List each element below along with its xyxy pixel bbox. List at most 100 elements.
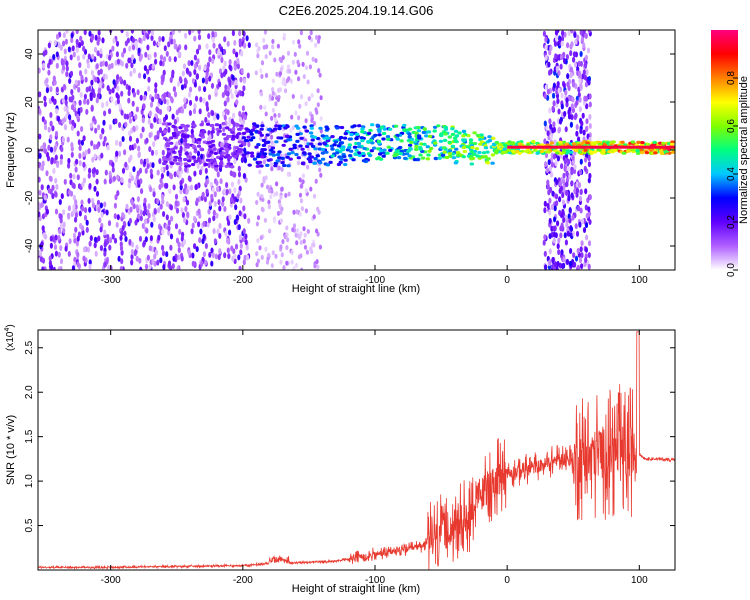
spectrogram-cell: [38, 152, 42, 159]
spectrogram-cell: [563, 158, 568, 165]
spectrogram-cell: [131, 100, 135, 107]
spectrogram-cell: [274, 124, 279, 128]
spectrogram-cell: [185, 67, 189, 74]
spectrogram-cell: [636, 140, 641, 144]
spectrogram-cell: [265, 44, 269, 50]
spectrogram-cell: [212, 228, 216, 235]
spectrogram-cell: [162, 130, 168, 134]
spectrogram-cell: [577, 92, 581, 98]
spectrogram-cell: [256, 155, 261, 159]
spectrogram-cell: [269, 161, 273, 167]
spectrogram-cell: [416, 129, 422, 133]
spectrogram-cell: [131, 37, 135, 43]
spectrogram-cell: [284, 134, 290, 138]
spectrogram-cell: [49, 120, 53, 127]
spectrogram-cell: [294, 110, 298, 116]
spectrogram-cell: [330, 135, 335, 139]
spectrogram-cell: [144, 263, 149, 270]
x-tick-label: -300: [101, 575, 121, 586]
spectrogram-cell: [199, 147, 204, 151]
spectrogram-cell: [235, 51, 239, 58]
spectrogram-cell: [571, 214, 575, 221]
spectrogram-cell: [556, 155, 561, 162]
spectrogram-cell: [583, 62, 588, 68]
spectrogram-cell: [347, 146, 352, 150]
spectrogram-cell: [88, 259, 92, 266]
spectrogram-cell: [67, 46, 71, 53]
spectrogram-cell: [84, 207, 88, 214]
spectrogram-cell: [49, 112, 53, 118]
spectrogram-cell: [582, 129, 586, 136]
spectrogram-cell: [113, 213, 117, 220]
spectrogram-cell: [152, 141, 156, 148]
spectrogram-cell: [273, 164, 278, 168]
spectrogram-cell: [55, 86, 59, 93]
spectrogram-cell: [178, 165, 182, 172]
snr-background: [38, 330, 675, 570]
spectrogram-cell: [208, 200, 212, 207]
spectrogram-cell: [281, 143, 286, 147]
spectrogram-cell: [277, 156, 282, 160]
spectrogram-cell: [81, 205, 85, 212]
spectrogram-cell: [302, 125, 307, 129]
spectrogram-cell: [139, 178, 143, 185]
spectrogram-cell: [146, 68, 150, 75]
colorbar-scale: [711, 30, 738, 270]
spectrogram-cell: [268, 94, 272, 99]
spectrogram-cell: [89, 92, 93, 99]
spectrogram-cell: [198, 64, 202, 71]
spectrogram-cell: [287, 76, 291, 82]
spectrogram-cell: [424, 134, 429, 138]
spectrogram-cell: [166, 105, 170, 112]
svg-text:(x104): (x104): [4, 324, 16, 351]
spectrogram-cell: [72, 183, 76, 190]
spectrogram-cell: [116, 190, 120, 197]
spectrogram-cell: [227, 253, 231, 260]
spectrogram-cell: [544, 54, 548, 61]
spectrogram-cell: [130, 259, 134, 266]
spectrogram-cell: [231, 171, 236, 178]
spectrogram-cell: [370, 141, 375, 145]
spectrogram-cell: [245, 151, 250, 155]
spectrogram-cell: [294, 69, 298, 75]
spectrogram-cell: [76, 113, 80, 120]
spectrogram-cell: [317, 142, 322, 146]
spectrogram-cell: [171, 131, 177, 135]
spectrogram-cell: [372, 146, 377, 150]
spectrogram-cell: [82, 135, 86, 142]
spectrogram-cell: [107, 220, 112, 227]
spectrogram-cell: [309, 30, 313, 36]
spectrogram-cell: [264, 111, 268, 117]
spectrogram-cell: [221, 196, 225, 203]
spectrogram-cell: [189, 184, 194, 191]
spectrogram-cell: [236, 63, 240, 70]
spectrogram-cell: [80, 74, 84, 81]
spectrogram-cell: [224, 142, 229, 146]
spectrogram-cell: [119, 265, 123, 270]
spectrogram-cell: [543, 207, 547, 214]
spectrogram-cell: [235, 99, 239, 106]
spectrogram-cell: [130, 249, 134, 255]
spectrogram-cell: [117, 150, 122, 157]
spectrogram-cell: [255, 42, 259, 48]
spectrogram-cell: [254, 145, 259, 149]
spectrogram-cell: [579, 128, 583, 135]
spectrogram-cell: [108, 124, 112, 131]
spectrogram-cell: [556, 98, 560, 105]
snr-y-multiplier-base: (x10: [5, 331, 16, 351]
spectrogram-cell: [339, 125, 345, 130]
spectrogram-cell: [202, 97, 206, 104]
spectrogram-cell: [245, 254, 250, 261]
spectrogram-cell: [557, 249, 561, 256]
spectrogram-cell: [301, 179, 305, 185]
spectrogram-cell: [108, 178, 112, 185]
spectrogram-cell: [185, 143, 191, 147]
spectrogram-cell: [361, 159, 367, 163]
spectrogram-cell: [135, 204, 139, 211]
spectrogram-cell: [188, 91, 192, 98]
spectrogram-cell: [596, 148, 601, 152]
spectrogram-cell: [560, 163, 564, 170]
spectrogram-cell: [134, 219, 138, 226]
spectrogram-cell: [175, 141, 179, 148]
spectrogram-cell: [183, 126, 189, 130]
